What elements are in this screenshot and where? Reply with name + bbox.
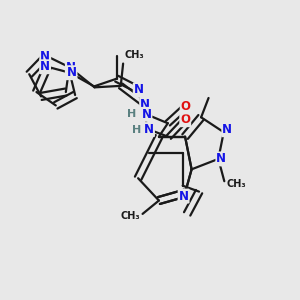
Text: H: H: [133, 124, 142, 135]
Text: CH₃: CH₃: [121, 211, 140, 221]
Text: N: N: [178, 190, 189, 202]
Text: N: N: [222, 123, 232, 136]
Text: N: N: [66, 61, 76, 74]
Text: N: N: [144, 123, 154, 136]
Text: N: N: [40, 50, 50, 63]
Text: CH₃: CH₃: [227, 178, 246, 189]
Text: N: N: [134, 83, 144, 97]
Text: N: N: [140, 98, 150, 111]
Text: N: N: [67, 66, 76, 79]
Text: O: O: [180, 113, 190, 126]
Text: N: N: [141, 108, 152, 121]
Text: N: N: [40, 60, 50, 73]
Text: H: H: [127, 109, 136, 119]
Text: CH₃: CH₃: [124, 50, 144, 60]
Text: O: O: [181, 100, 191, 113]
Text: N: N: [216, 152, 226, 165]
